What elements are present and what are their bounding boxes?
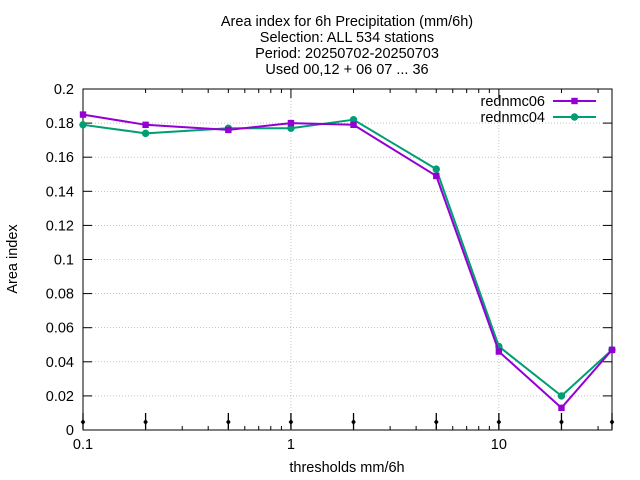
station-marker-diamond [288,419,294,425]
station-marker [351,413,356,429]
station-markers [80,413,615,429]
legend-label: rednmc06 [481,94,545,110]
chart-title-line-1: Area index for 6h Precipitation (mm/6h) [221,14,473,30]
data-point-rednmc06 [608,346,616,354]
data-point-rednmc06 [495,348,503,355]
data-point-rednmc06 [350,121,357,129]
y-tick-label: 0.14 [46,184,74,200]
data-point-rednmc04 [557,392,566,400]
y-tick-label: 0.18 [46,116,74,132]
data-point-rednmc04 [141,129,150,138]
y-tick-label: 0.2 [54,82,74,98]
legend-marker [570,113,579,121]
station-marker [143,413,148,429]
data-point-rednmc06 [558,404,565,412]
data-point-rednmc04 [349,115,358,124]
y-tick-label: 0.1 [54,253,74,269]
y-tick-label: 0.02 [46,389,74,405]
station-marker-diamond [351,419,356,425]
data-point-rednmc04 [287,124,295,132]
station-marker [559,413,564,429]
series-line-rednmc04 [82,118,613,397]
y-tick-label: 0.12 [46,218,74,234]
data-point-rednmc04 [432,165,440,173]
axis-ticks: 0 0.02 0.04 0.06 0.08 0.1 0.12 0.14 0.16 0.18 0.2 0… [46,82,612,453]
data-point-rednmc06 [79,111,87,118]
y-tick-label: 0.16 [46,150,74,166]
series-line-rednmc06 [82,113,613,409]
station-marker-diamond [559,419,564,425]
chart-title-line-3: Period: 20250702-20250703 [255,46,439,62]
station-marker [226,413,231,429]
y-tick-label: 0.04 [46,355,74,371]
legend-entry-rednmc06: rednmc06 [481,94,596,110]
station-marker [609,413,615,429]
station-marker-diamond [80,419,86,425]
station-marker [433,413,439,429]
station-marker-diamond [143,419,148,425]
legend-label: rednmc04 [481,110,545,126]
x-tick-label: 0.1 [73,437,93,453]
data-point-rednmc06 [287,119,295,127]
station-marker-diamond [609,419,615,425]
legend-marker [571,97,578,105]
data-point-rednmc06 [433,172,440,180]
x-tick-label: 1 [287,437,295,453]
station-marker-diamond [433,419,439,425]
chart-title: Area index for 6h Precipitation (mm/6h) … [221,14,473,78]
series-rednmc04 [79,115,616,400]
data-point-rednmc06 [142,121,149,129]
station-marker-diamond [226,419,231,425]
x-axis-label: thresholds mm/6h [289,460,404,476]
y-tick-label: 0.08 [46,287,74,303]
y-tick-label: 0.06 [46,321,74,337]
x-tick-label: 10 [491,437,507,453]
station-marker [288,413,294,429]
grid [83,89,612,430]
chart-title-line-4: Used 00,12 + 06 07 ... 36 [265,62,428,78]
y-tick-label: 0 [66,423,74,439]
data-point-rednmc04 [79,121,87,129]
series-group [79,111,616,412]
station-marker [80,413,86,429]
y-axis-label: Area index [5,224,21,294]
chart-title-line-2: Selection: ALL 534 stations [260,30,434,46]
station-marker-diamond [496,419,502,425]
series-rednmc06 [79,111,616,412]
legend-entry-rednmc04: rednmc04 [481,110,596,126]
data-point-rednmc06 [225,126,232,134]
station-marker [496,413,502,429]
